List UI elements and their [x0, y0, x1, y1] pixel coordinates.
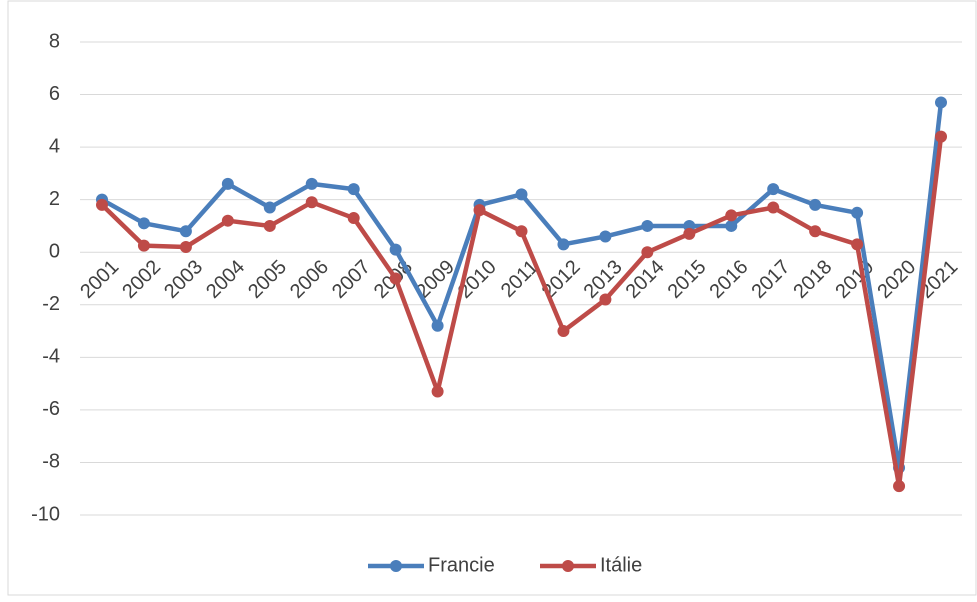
y-tick-label: 4: [49, 135, 60, 157]
y-tick-label: -2: [42, 293, 60, 315]
data-point: [347, 212, 360, 225]
legend-label: Francie: [428, 554, 495, 576]
data-point: [725, 209, 738, 222]
data-point: [599, 293, 612, 306]
data-point: [641, 246, 654, 259]
data-point: [431, 385, 444, 398]
data-point: [767, 183, 780, 196]
data-point: [557, 238, 570, 251]
y-tick-label: 2: [49, 188, 60, 210]
data-point: [96, 198, 108, 211]
data-point: [725, 219, 738, 232]
data-point: [137, 217, 150, 230]
data-point: [935, 96, 947, 109]
data-point: [935, 130, 947, 143]
y-tick-label: -10: [31, 503, 60, 525]
data-point: [179, 240, 192, 253]
data-point: [431, 319, 444, 332]
y-tick-label: 6: [49, 83, 60, 105]
y-tick-label: 8: [49, 30, 60, 52]
data-point: [767, 201, 780, 214]
data-point: [515, 188, 528, 201]
data-point: [263, 201, 276, 214]
data-point: [263, 219, 276, 232]
data-point: [221, 177, 234, 190]
data-point: [221, 214, 234, 227]
data-point: [641, 219, 654, 232]
data-point: [599, 230, 612, 243]
y-tick-label: -4: [42, 346, 60, 368]
data-point: [389, 272, 402, 285]
data-point: [473, 204, 486, 217]
data-point: [347, 183, 360, 196]
data-point: [305, 177, 318, 190]
chart-frame: [7, 0, 977, 596]
data-point: [893, 480, 906, 493]
y-tick-label: -6: [42, 398, 60, 420]
data-point: [515, 225, 528, 238]
legend-marker: [390, 560, 402, 572]
data-point: [683, 227, 696, 240]
legend-label: Itálie: [600, 554, 642, 576]
y-tick-label: -8: [42, 451, 60, 473]
data-point: [557, 325, 570, 338]
data-point: [137, 239, 150, 252]
data-point: [179, 225, 192, 238]
data-point: [389, 243, 402, 256]
data-point: [851, 238, 864, 251]
data-point: [809, 225, 822, 238]
data-point: [305, 196, 318, 209]
data-point: [851, 206, 864, 219]
y-tick-label: 0: [49, 241, 60, 263]
data-point: [809, 198, 822, 211]
legend-marker: [562, 560, 574, 572]
